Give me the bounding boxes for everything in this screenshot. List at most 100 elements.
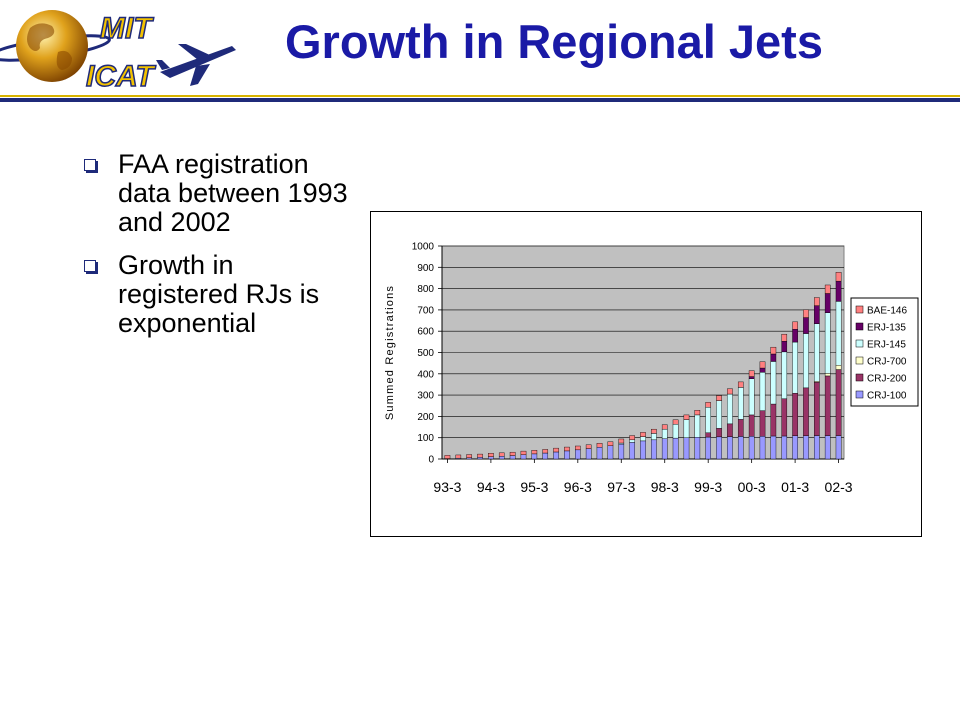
bar-segment	[835, 435, 842, 460]
bar-segment	[727, 423, 733, 437]
bar-segment	[824, 373, 831, 377]
slide-title: Growth in Regional Jets	[285, 15, 823, 68]
bar-segment	[824, 293, 831, 313]
legend-label: BAE-146	[867, 306, 907, 317]
bar-segment	[629, 435, 635, 441]
bar-segment	[553, 451, 559, 460]
legend-label: CRJ-700	[867, 357, 907, 368]
bar-segment	[488, 453, 494, 457]
legend-box	[850, 297, 919, 407]
bar-segment	[770, 346, 777, 355]
y-tick-label: 700	[417, 305, 434, 316]
bar-segment	[509, 455, 516, 460]
legend-label: ERJ-135	[867, 323, 906, 334]
bullet-item: Growth in registered RJs is exponential	[84, 251, 354, 338]
x-tick-label: 02-3	[825, 479, 853, 495]
bar-segment	[705, 436, 711, 460]
x-tick-label: 99-3	[694, 479, 722, 495]
y-tick-label: 600	[417, 327, 434, 338]
bar-segment	[683, 437, 690, 460]
bar-segment	[824, 284, 831, 294]
bar-segment	[531, 450, 538, 455]
checkbox-bullet-icon	[84, 260, 96, 272]
bar-segment	[748, 414, 755, 437]
x-tick-label: 00-3	[738, 479, 766, 495]
bar-segment	[520, 454, 527, 460]
logo-icat-text: ICAT	[86, 60, 156, 93]
bar-segment	[748, 376, 755, 379]
bar-segment	[737, 381, 744, 388]
bar-segment	[705, 432, 711, 438]
x-tick-label: 93-3	[433, 479, 461, 495]
bar-segment	[585, 444, 592, 449]
bar-segment	[705, 407, 711, 434]
stacked-bar-chart: 0 100 200 300 400 500 600 700 800 900 1000 Summed R…	[384, 242, 919, 495]
bar-segment	[737, 436, 744, 460]
bar-segment	[596, 443, 603, 448]
bar-segment	[727, 436, 733, 460]
bar-segment	[618, 443, 625, 460]
y-tick-label: 100	[417, 433, 434, 444]
bar-segment	[748, 436, 755, 460]
bar-segment	[759, 436, 766, 460]
y-tick-label: 800	[417, 284, 434, 295]
bar-segment	[683, 414, 690, 420]
bar-segment	[640, 440, 646, 460]
bar-segment	[716, 436, 722, 460]
bar-segment	[748, 370, 755, 377]
legend-label: CRJ-100	[867, 391, 907, 402]
bar-segment	[835, 365, 842, 370]
bar-segment	[835, 301, 842, 366]
bar-segment	[770, 403, 777, 437]
bar-segment	[575, 449, 581, 460]
bar-segment	[814, 435, 820, 460]
y-tick-label: 900	[417, 263, 434, 274]
bar-segment	[803, 317, 809, 334]
bar-segment	[792, 392, 798, 436]
bullet-list: FAA registration data between 1993 and 2…	[84, 150, 354, 352]
y-tick-label: 1000	[412, 242, 435, 253]
bar-segment	[792, 435, 798, 460]
bar-segment	[509, 451, 516, 456]
bar-segment	[781, 333, 788, 342]
y-tick-label: 200	[417, 412, 434, 423]
bar-segment	[455, 454, 462, 459]
bullet-text: FAA registration data between 1993 and 2…	[118, 149, 348, 237]
bar-segment	[672, 419, 679, 425]
bar-segment	[477, 457, 483, 460]
bar-segment	[835, 280, 842, 302]
chart-frame: 0 100 200 300 400 500 600 700 800 900 1000 Summed R…	[370, 211, 922, 537]
bar-segment	[694, 410, 701, 416]
bar-segment	[640, 436, 646, 442]
legend-label: ERJ-145	[867, 340, 906, 351]
bar-segment	[607, 441, 614, 446]
bar-segment	[824, 312, 831, 374]
bar-segment	[748, 378, 755, 416]
bar-segment	[618, 438, 625, 444]
bar-segment	[814, 305, 820, 324]
x-tick-label: 01-3	[781, 479, 809, 495]
bar-segment	[444, 455, 451, 459]
y-tick-label: 400	[417, 369, 434, 380]
bar-segment	[770, 353, 777, 362]
bar-segment	[564, 446, 570, 452]
bar-segment	[770, 361, 777, 405]
bar-segment	[607, 445, 614, 460]
mit-icat-logo: MIT ICAT	[0, 10, 236, 94]
bar-segment	[651, 428, 657, 434]
bar-segment	[629, 439, 635, 443]
bar-segment	[727, 388, 733, 395]
bar-segment	[564, 450, 570, 460]
bar-segment	[716, 400, 722, 429]
bar-segment	[542, 452, 549, 460]
bar-segment	[759, 372, 766, 411]
y-tick-label: 500	[417, 348, 434, 359]
bar-segment	[466, 454, 472, 458]
bar-segment	[759, 410, 766, 437]
bar-segment	[781, 351, 788, 399]
bullet-text: Growth in registered RJs is exponential	[118, 250, 320, 338]
legend-swatch	[855, 373, 864, 382]
x-tick-label: 96-3	[564, 479, 592, 495]
bar-segment	[542, 449, 549, 454]
legend-swatch	[855, 322, 864, 331]
